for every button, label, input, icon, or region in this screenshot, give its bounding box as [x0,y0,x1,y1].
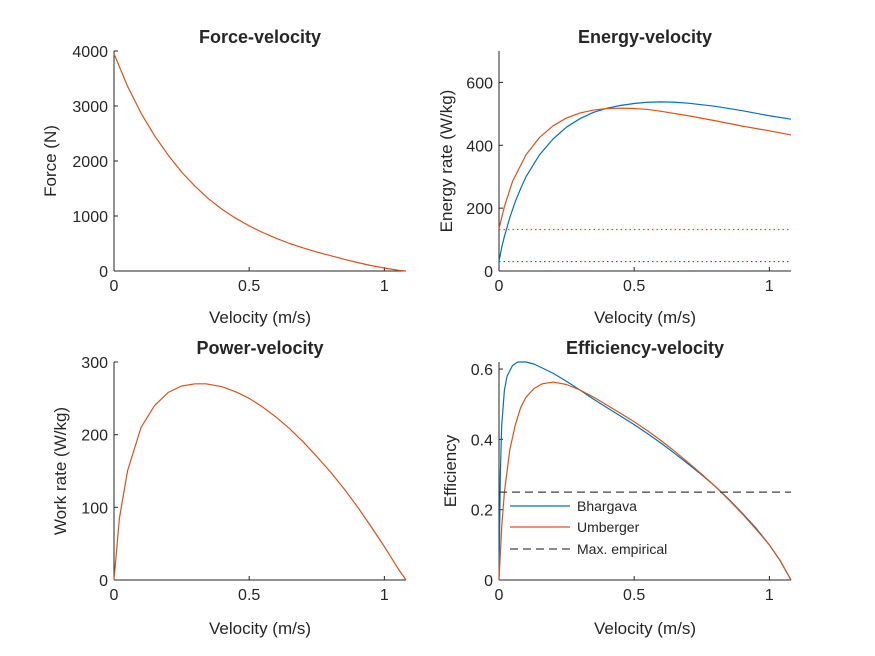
series-line-umberger-1 [498,107,792,229]
y-tick-label: 0 [99,264,108,281]
series-line-umberger-0 [113,383,407,581]
x-tick-label: 1 [765,587,774,604]
x-tick-label: 1 [765,278,774,295]
y-axis-label: Force (N) [41,125,60,197]
y-axis-label: Energy rate (W/kg) [437,90,456,233]
panel-energy: Energy-velocity Velocity (m/s) Energy ra… [437,27,792,327]
y-tick-label: 0.6 [471,362,493,379]
panel-power: Power-velocity Velocity (m/s) Work rate … [51,338,407,638]
y-tick-label: 300 [81,355,108,372]
x-tick-label: 0.5 [623,587,645,604]
y-tick-label: 0.4 [471,432,493,449]
panel-title: Force-velocity [199,27,321,47]
plot-area: 0 0.5 1 0 100 200 300 [81,355,407,604]
y-tick-label: 0 [99,573,108,590]
x-axis-label: Velocity (m/s) [594,619,696,638]
panel-title: Energy-velocity [578,27,712,47]
x-tick-label: 0.5 [623,278,645,295]
x-tick-label: 0 [110,278,119,295]
y-tick-label: 0 [484,573,493,590]
panel-efficiency: Efficiency-velocity Velocity (m/s) Effic… [441,338,792,638]
x-tick-label: 0.5 [238,278,260,295]
y-tick-label: 400 [466,138,493,155]
y-tick-label: 0.2 [471,503,493,520]
legend: Bhargava Umberger Max. empirical [505,495,693,561]
x-tick-label: 0 [495,278,504,295]
legend-label-max-empirical: Max. empirical [577,541,667,557]
plot-area: 0 0.5 1 0 1000 2000 3000 4000 [72,44,407,295]
plot-area: 0 0.5 1 0 200 400 600 [466,51,792,295]
y-axis-label: Work rate (W/kg) [51,407,70,535]
panel-force: Force-velocity Velocity (m/s) Force (N) … [41,27,407,327]
y-tick-label: 1000 [72,209,108,226]
series-line-umberger-0 [113,53,407,272]
series-line-umberger [498,381,792,581]
x-axis-label: Velocity (m/s) [209,619,311,638]
plot-area: 0 0.5 1 0 0.2 0.4 0.6 [471,361,792,604]
x-tick-label: 1 [380,587,389,604]
y-tick-label: 4000 [72,44,108,61]
y-tick-label: 0 [484,264,493,281]
series-line-bhargava-0 [498,101,792,262]
y-axis-label: Efficiency [441,434,460,507]
x-tick-label: 1 [380,278,389,295]
y-tick-label: 100 [81,500,108,517]
x-tick-label: 0 [495,587,504,604]
legend-label-bhargava: Bhargava [577,498,637,514]
y-tick-label: 200 [81,428,108,445]
y-tick-label: 3000 [72,99,108,116]
y-tick-label: 200 [466,201,493,218]
panel-title: Power-velocity [196,338,323,358]
x-axis-label: Velocity (m/s) [209,308,311,327]
panel-title: Efficiency-velocity [566,338,724,358]
y-tick-label: 600 [466,75,493,92]
x-axis-label: Velocity (m/s) [594,308,696,327]
x-tick-label: 0 [110,587,119,604]
y-tick-label: 2000 [72,154,108,171]
x-tick-label: 0.5 [238,587,260,604]
legend-label-umberger: Umberger [577,519,640,535]
